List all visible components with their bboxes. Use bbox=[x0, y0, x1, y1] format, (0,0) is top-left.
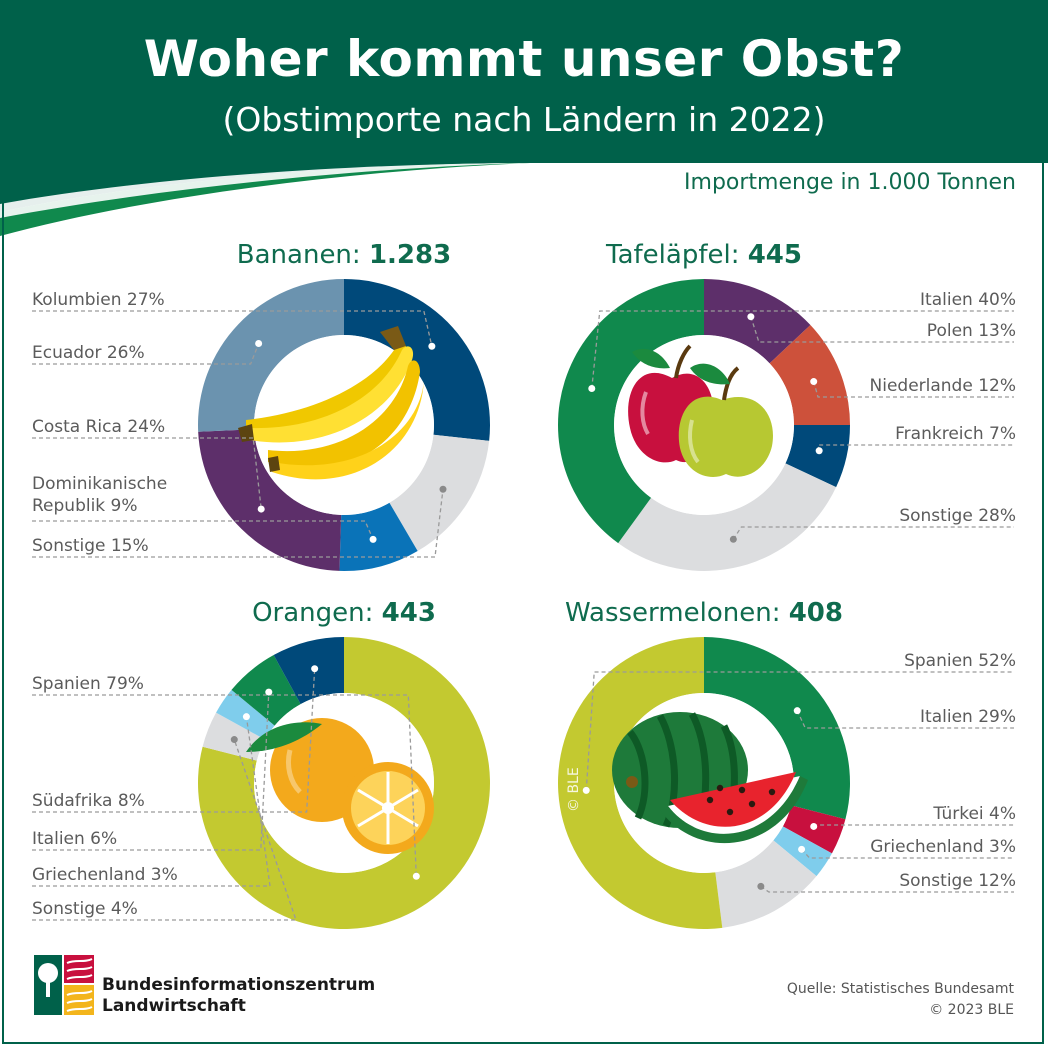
label-griechenland: Griechenland 3% bbox=[32, 865, 178, 885]
leader-dot bbox=[810, 378, 818, 386]
chart-title-orangen: Orangen: 443 bbox=[184, 598, 504, 628]
label-frankreich: Frankreich 7% bbox=[895, 424, 1016, 444]
leader-dot bbox=[815, 447, 823, 455]
label-sonstige: Sonstige 15% bbox=[32, 536, 149, 556]
page-title: Woher kommt unser Obst? bbox=[143, 30, 905, 88]
orange-icon bbox=[246, 718, 434, 854]
org-name: Bundesinformationszentrum Landwirtschaft bbox=[102, 975, 375, 1017]
leader-line bbox=[732, 526, 1014, 540]
label-spanien: Spanien 52% bbox=[904, 651, 1016, 671]
label-sonstige: Sonstige 12% bbox=[899, 871, 1016, 891]
leader-dot bbox=[729, 535, 737, 543]
leader-dot bbox=[230, 736, 238, 744]
chart-title-bananen: Bananen: 1.283 bbox=[184, 240, 504, 270]
label-sonstige: Sonstige 28% bbox=[899, 506, 1016, 526]
chart-title-name: Orangen: bbox=[252, 598, 374, 628]
label-italien: Italien 40% bbox=[920, 290, 1016, 310]
chart-title-wassermelonen: Wassermelonen: 408 bbox=[504, 598, 904, 628]
bzl-logo bbox=[34, 955, 94, 1015]
page-subtitle: (Obstimporte nach Ländern in 2022) bbox=[222, 100, 826, 139]
leader-dot bbox=[255, 340, 263, 348]
leader-dot bbox=[747, 313, 755, 321]
chart-title-name: Wassermelonen: bbox=[564, 598, 781, 628]
chart-title-name: Bananen: bbox=[236, 240, 361, 270]
apple-icon bbox=[628, 344, 773, 477]
slice-spanien bbox=[198, 637, 491, 929]
chart-title-value: 408 bbox=[788, 598, 843, 628]
leader-dot bbox=[798, 845, 806, 853]
leader-dot bbox=[265, 688, 273, 696]
leader-dot bbox=[810, 822, 818, 830]
slice-frankreich bbox=[785, 425, 850, 488]
watermelon-icon bbox=[612, 712, 808, 844]
leader-line bbox=[591, 310, 1014, 389]
org-name-line1: Bundesinformationszentrum bbox=[102, 975, 376, 995]
leader-line bbox=[32, 716, 271, 887]
chart-title-tafelaepfel: Tafeläpfel: 445 bbox=[544, 240, 864, 270]
leader-dot bbox=[582, 786, 590, 794]
slice-sonstige bbox=[389, 434, 490, 552]
leader-dot bbox=[412, 872, 420, 880]
label-spanien: Spanien 79% bbox=[32, 674, 144, 694]
leader-line bbox=[32, 489, 444, 558]
label-griechenland: Griechenland 3% bbox=[870, 837, 1016, 857]
slice-niederlande bbox=[769, 325, 850, 425]
label-suedafrika: Südafrika 8% bbox=[32, 791, 145, 811]
leader-line bbox=[801, 848, 1014, 859]
leader-line bbox=[32, 739, 297, 921]
slice-sonstige bbox=[618, 463, 837, 571]
label-italien: Italien 29% bbox=[920, 707, 1016, 727]
leader-lines bbox=[32, 310, 1014, 921]
label-tuerkei: Türkei 4% bbox=[933, 804, 1016, 824]
leader-line bbox=[813, 381, 1014, 398]
leader-line bbox=[32, 310, 433, 347]
leader-line bbox=[32, 668, 316, 813]
watermark: © BLE bbox=[566, 767, 582, 812]
leader-dot bbox=[757, 882, 765, 890]
slice-italien bbox=[704, 637, 850, 820]
unit-label: Importmenge in 1.000 Tonnen bbox=[684, 170, 1016, 195]
slice-suedafrika bbox=[273, 637, 344, 705]
label-polen: Polen 13% bbox=[926, 321, 1016, 341]
leader-dot bbox=[369, 535, 377, 543]
leader-line bbox=[32, 520, 374, 540]
slice-spanien bbox=[557, 637, 723, 929]
slice-kolumbien bbox=[344, 279, 490, 441]
org-name-line2: Landwirtschaft bbox=[102, 996, 246, 1016]
leader-dot bbox=[439, 485, 447, 493]
leader-line bbox=[32, 343, 260, 365]
label-kolumbien: Kolumbien 27% bbox=[32, 290, 165, 310]
source-note: Quelle: Statistisches Bundesamt © 2023 B… bbox=[787, 979, 1014, 1021]
slice-sonstige bbox=[715, 840, 817, 928]
leader-dot bbox=[311, 665, 319, 673]
label-sonstige: Sonstige 4% bbox=[32, 899, 138, 919]
leader-line bbox=[750, 316, 1014, 343]
copyright-text: © 2023 BLE bbox=[929, 1002, 1014, 1018]
chart-title-value: 1.283 bbox=[368, 240, 452, 270]
label-niederlande: Niederlande 12% bbox=[869, 376, 1017, 396]
label-ecuador: Ecuador 26% bbox=[32, 343, 145, 363]
leader-dot bbox=[588, 385, 596, 393]
slice-ecuador bbox=[198, 279, 344, 432]
leader-line bbox=[32, 437, 262, 510]
slice-costa-rica bbox=[198, 429, 342, 571]
leader-dot bbox=[257, 505, 265, 513]
leader-dot bbox=[793, 707, 801, 715]
source-text: Quelle: Statistisches Bundesamt bbox=[786, 981, 1014, 997]
chart-title-value: 443 bbox=[381, 598, 436, 628]
slice-italien bbox=[558, 279, 704, 544]
label-italien: Italien 6% bbox=[32, 829, 118, 849]
label-costa-rica: Costa Rica 24% bbox=[32, 417, 166, 437]
chart-title-name: Tafeläpfel: bbox=[606, 240, 740, 270]
slice-dominikanische-republik bbox=[339, 502, 418, 571]
leader-line bbox=[813, 824, 1014, 827]
label-dominikanische-republik: Dominikanische Republik 9% bbox=[32, 474, 168, 516]
leader-line bbox=[32, 694, 417, 877]
chart-title-value: 445 bbox=[747, 240, 802, 270]
leader-dot bbox=[428, 342, 436, 350]
leader-dot bbox=[242, 713, 250, 721]
